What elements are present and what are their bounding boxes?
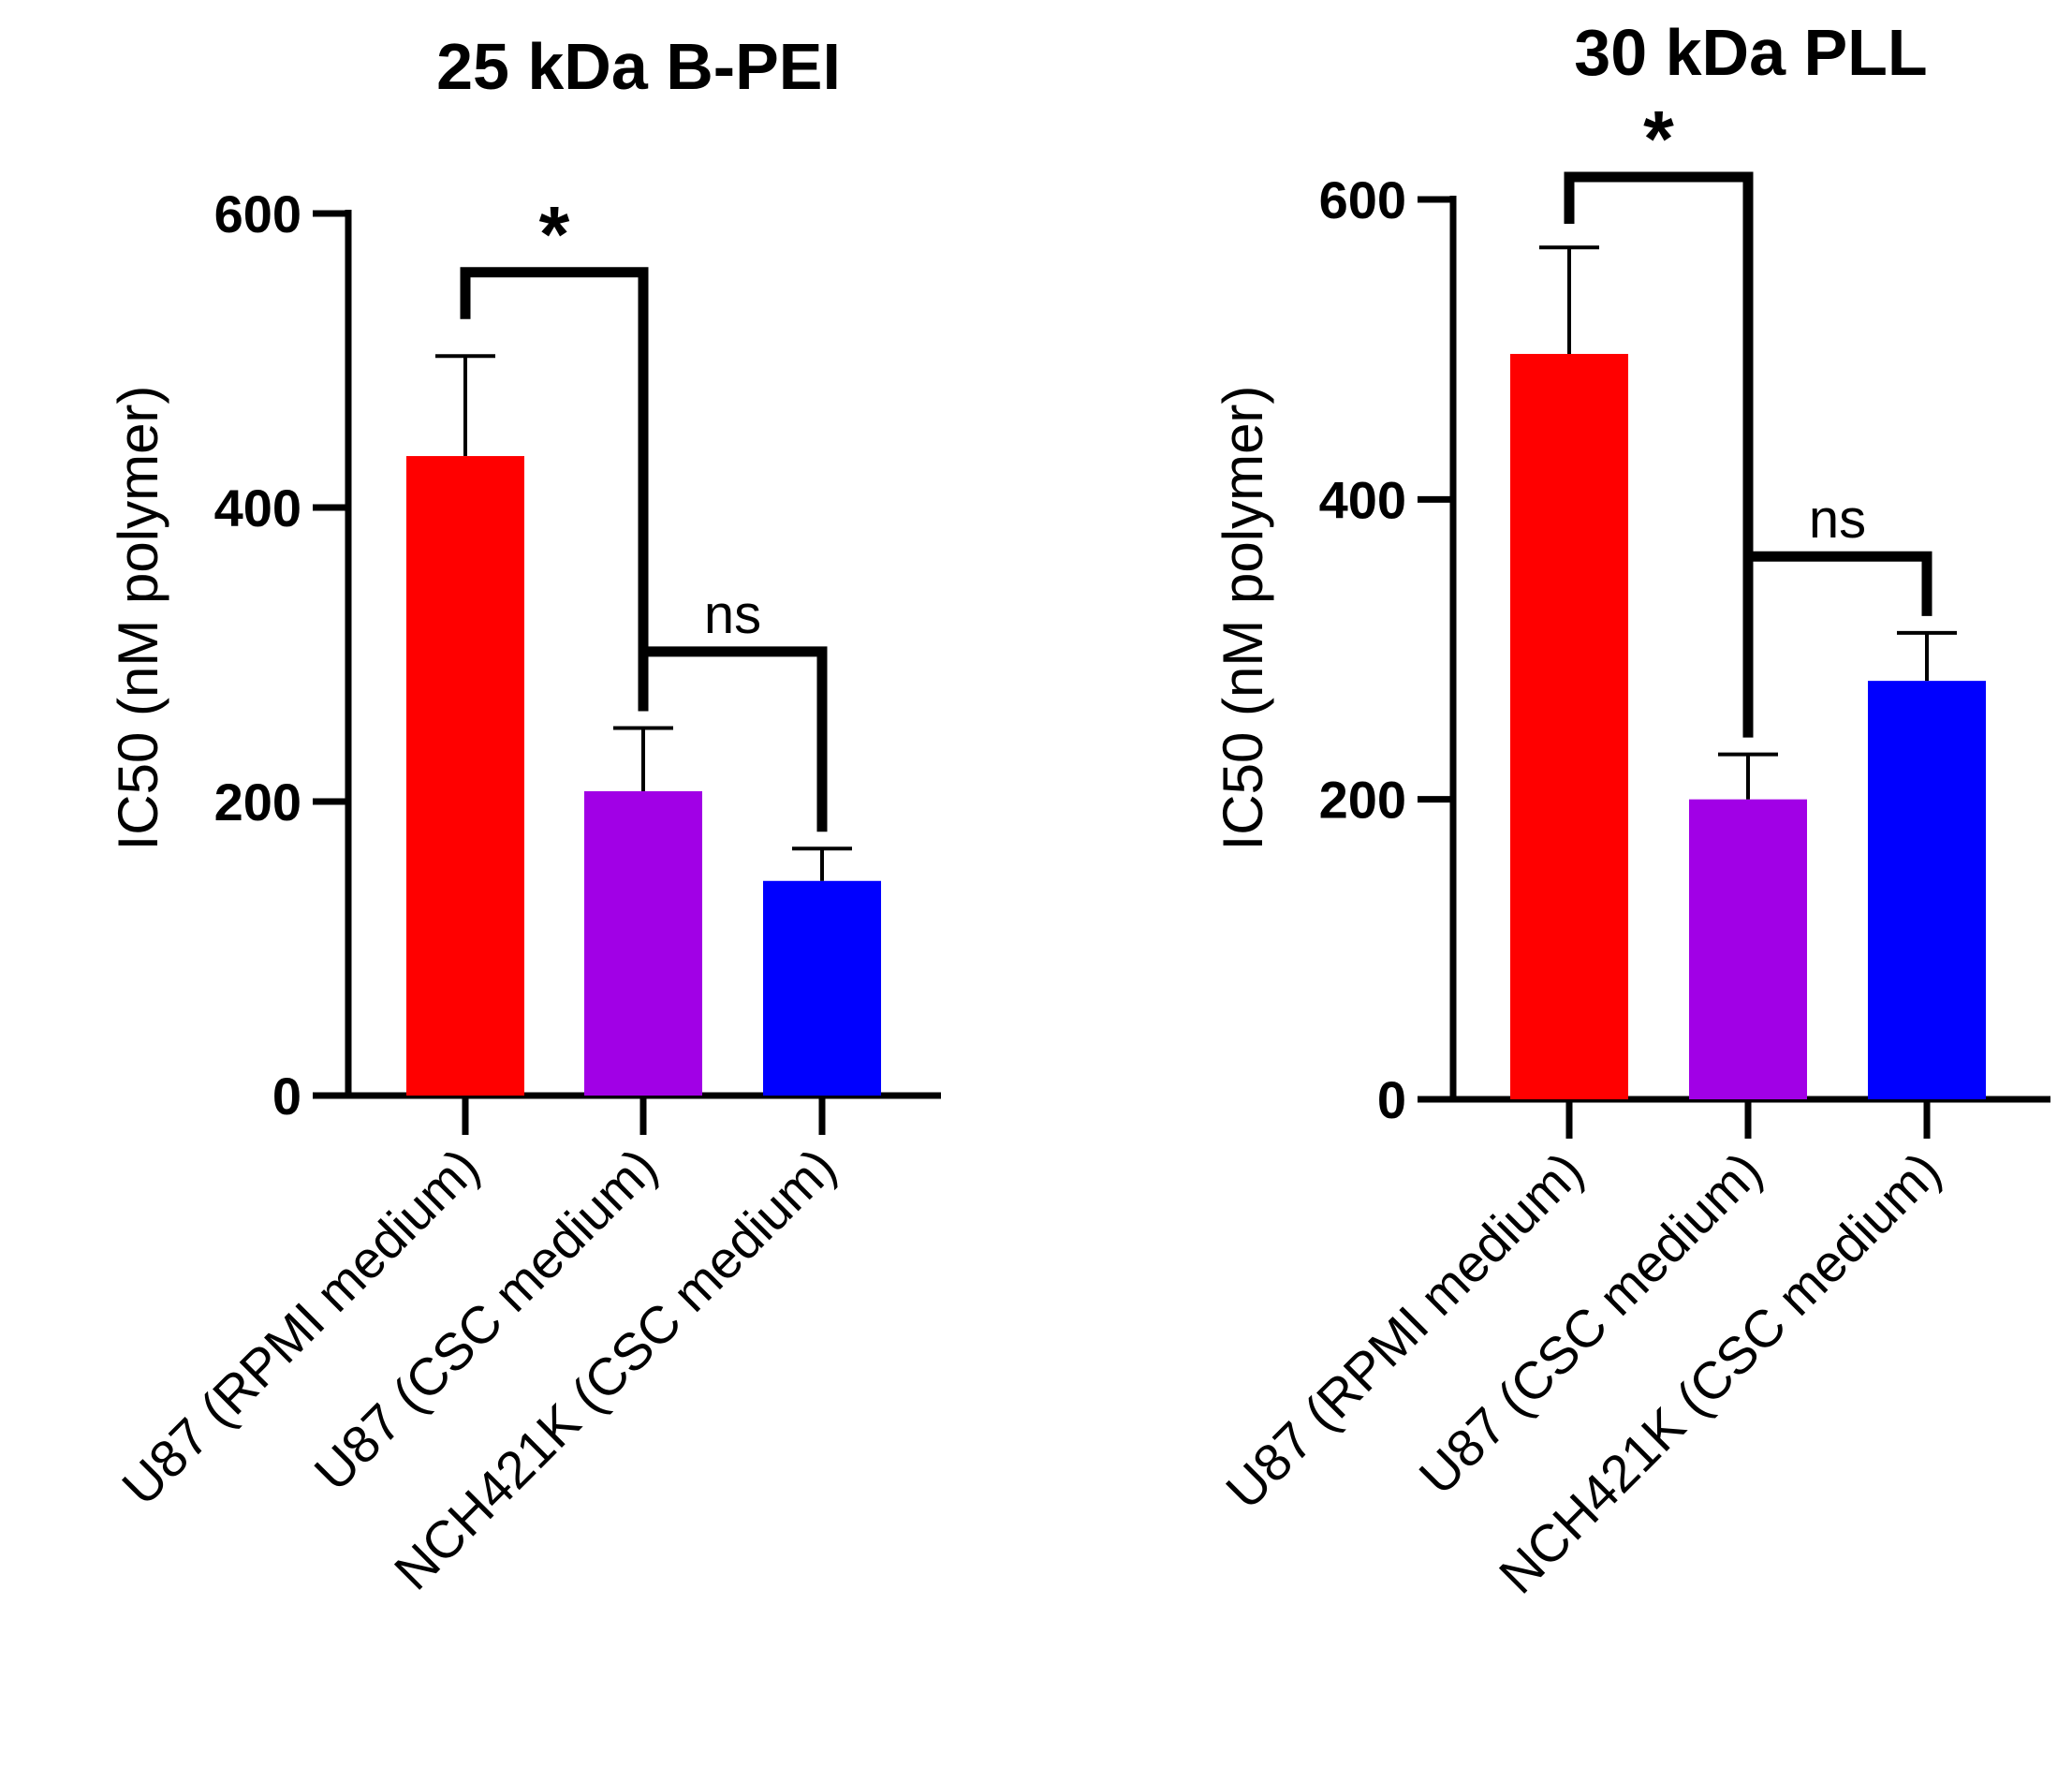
y-axis-label: IC50 (nM polymer) <box>107 386 169 851</box>
y-axis-label: IC50 (nM polymer) <box>1212 386 1274 851</box>
significance-brackets: * ns <box>460 190 828 832</box>
significance-label: * <box>539 190 570 278</box>
significance-brackets: * ns <box>1564 95 1932 738</box>
x-tick-label: U87 (CSC medium) <box>1407 1141 1772 1506</box>
y-tick-label: 400 <box>214 478 301 537</box>
y-tick-label: 600 <box>1319 170 1406 229</box>
y-tick-label: 400 <box>1319 470 1406 529</box>
significance-label: ns <box>1809 489 1866 550</box>
x-tick-labels: U87 (RPMI medium)U87 (CSC medium)NCH421K… <box>1214 1141 1951 1605</box>
chart-pll: 30 kDa PLL IC50 (nM polymer) 0200400600 … <box>1212 16 2050 1605</box>
y-tick-label: 0 <box>1377 1070 1406 1129</box>
chart-bpei: 25 kDa B-PEI IC50 (nM polymer) 0 200 400 60… <box>107 30 941 1601</box>
bar <box>406 456 524 1096</box>
bar <box>763 880 881 1096</box>
significance-label: * <box>1643 95 1674 183</box>
significance-bracket <box>638 646 828 832</box>
y-tick-label: 0 <box>272 1067 301 1126</box>
significance-bracket <box>1742 551 1932 616</box>
x-tick-label: U87 (CSC medium) <box>302 1137 668 1502</box>
bar <box>584 791 702 1096</box>
significance-label: ns <box>704 584 761 645</box>
significance-bracket <box>1564 171 1754 738</box>
bars <box>406 354 881 1135</box>
y-tick-label: 200 <box>1319 771 1406 830</box>
x-tick-label: U87 (RPMI medium) <box>110 1137 490 1516</box>
bar <box>1689 799 1807 1099</box>
y-tick-label: 600 <box>214 184 301 243</box>
chart-title: 25 kDa B-PEI <box>436 30 841 103</box>
axes: 0 200 400 600 <box>1319 170 2050 1129</box>
y-tick-label: 200 <box>214 773 301 831</box>
significance-bracket <box>460 267 649 712</box>
x-tick-labels: U87 (RPMI medium)U87 (CSC medium)NCH421K… <box>110 1137 846 1601</box>
bar <box>1510 353 1628 1099</box>
bar <box>1868 681 1986 1099</box>
bars <box>1510 245 1986 1139</box>
x-tick-label: U87 (RPMI medium) <box>1214 1141 1594 1520</box>
chart-title: 30 kDa PLL <box>1574 16 1927 89</box>
